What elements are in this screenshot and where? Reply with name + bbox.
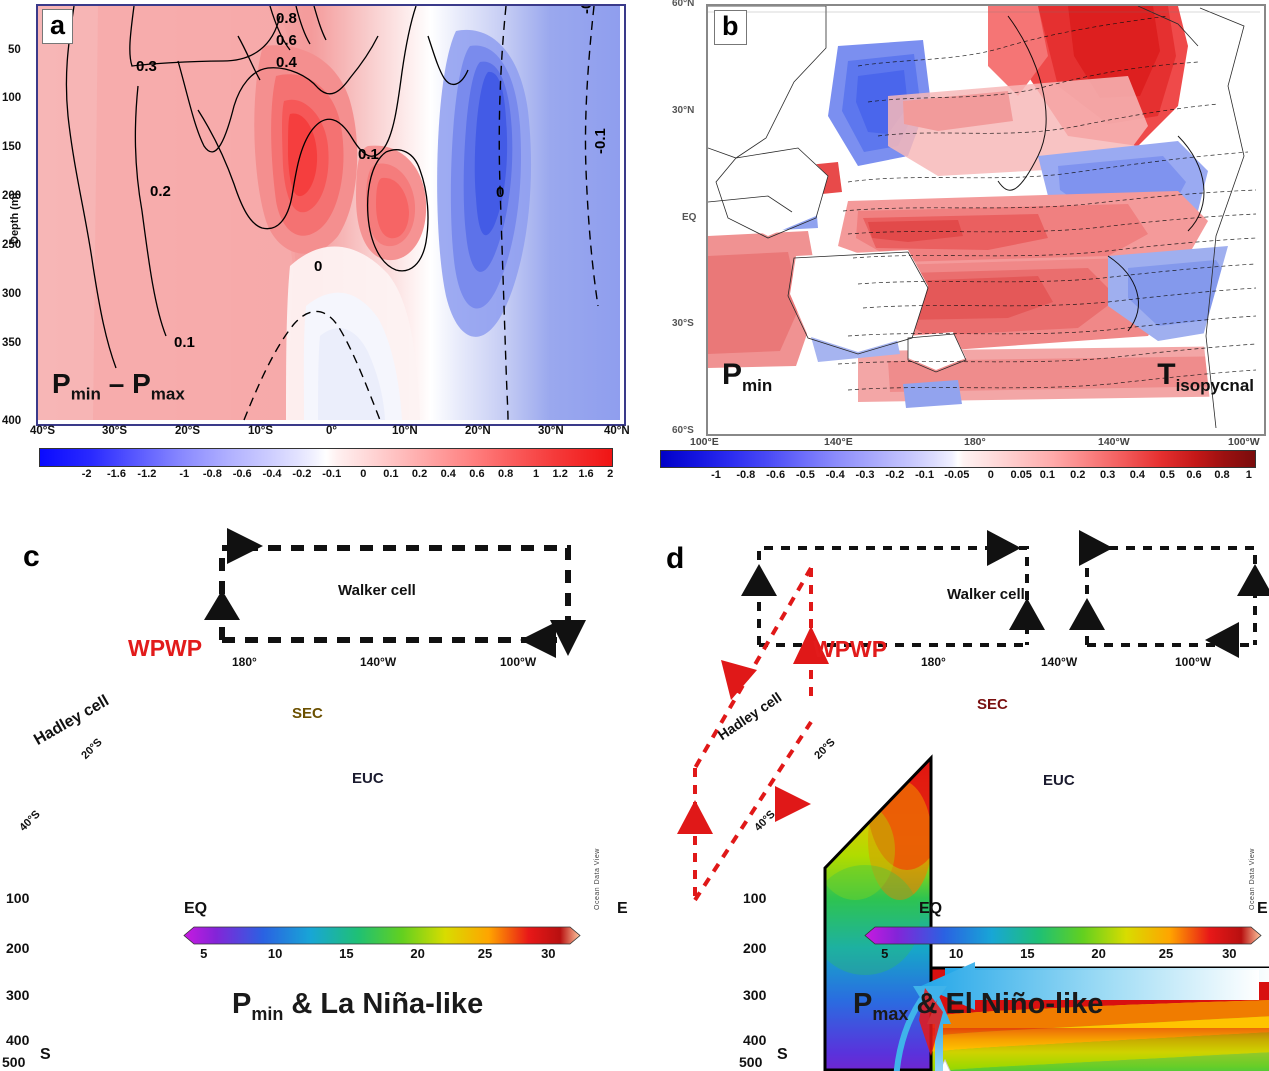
contour-label: 0.8 bbox=[276, 10, 297, 27]
sec-trade-wind-arrow-d bbox=[921, 962, 1259, 1010]
depth-label-300-c: 300 bbox=[6, 987, 30, 1003]
lon-label-100w-c: 100°W bbox=[500, 655, 537, 669]
panel-a-field bbox=[38, 6, 620, 421]
contour-label: 0.3 bbox=[136, 58, 157, 75]
odv-watermark-d: Ocean Data View bbox=[1249, 848, 1256, 910]
wpwp-red-arrow-d bbox=[919, 988, 943, 1056]
panel-d: d Walker cell Hadley cell WPWP SEC EUC 4… bbox=[635, 500, 1269, 1071]
depth-label-200-c: 200 bbox=[6, 940, 30, 956]
pmin-p: P bbox=[722, 358, 743, 391]
walker-cell-label-c: Walker cell bbox=[338, 582, 416, 599]
depth-label-100-c: 100 bbox=[6, 890, 30, 906]
contour-label: 0 bbox=[314, 258, 323, 275]
depth-label-400-d: 400 bbox=[743, 1032, 767, 1048]
panel-a-annotation: Pmin – Pmax bbox=[52, 368, 185, 405]
depth-label-200-d: 200 bbox=[743, 940, 767, 956]
panel-c-colorbar-ticks: 5 10 15 20 25 30 bbox=[200, 946, 556, 961]
lon-label-140w-c: 140°W bbox=[360, 655, 397, 669]
pmax-sub: max bbox=[150, 384, 185, 404]
depth-label-500-c: 500 bbox=[2, 1054, 26, 1070]
contour-label: 0.2 bbox=[150, 183, 171, 200]
pmax-p: P bbox=[853, 988, 873, 1020]
lon-label-100w-d: 100°W bbox=[1175, 655, 1212, 669]
pmin-sub: min bbox=[251, 1003, 284, 1024]
sec-label-c: SEC bbox=[292, 705, 323, 722]
wpwp-label-d: WPWP bbox=[813, 636, 888, 662]
panel-b-annotation-left: Pmin bbox=[722, 358, 772, 396]
walker-cell-label-d: Walker cell bbox=[947, 586, 1025, 603]
panel-b-annotation-right: Tisopycnal bbox=[1157, 358, 1254, 396]
walker-cell-arrowheads-d bbox=[741, 530, 1269, 658]
contour-label: -0.1 bbox=[592, 128, 609, 154]
walker-cell-arrowheads-c bbox=[204, 528, 586, 658]
eq-corner-label-d: EQ bbox=[919, 900, 943, 917]
panel-c-letter: c bbox=[23, 540, 40, 573]
panel-c-title-rest: & La Niña-like bbox=[291, 988, 484, 1020]
depth-label-100-d: 100 bbox=[743, 890, 767, 906]
contour-label: -0.2 bbox=[578, 6, 595, 14]
panel-b-colorbar: -1 -0.8 -0.6 -0.5 -0.4 -0.3 -0.2 -0.1 -0… bbox=[660, 450, 1256, 481]
panel-b-field bbox=[708, 6, 1260, 430]
lon-label-140w-d: 140°W bbox=[1041, 655, 1078, 669]
colorbar-gradient bbox=[660, 450, 1256, 468]
panel-a: 0.8 0.6 0.4 0.3 0.2 0.1 0.1 0 0 -0.2 -0.… bbox=[2, 4, 630, 437]
east-corner-label-c: E bbox=[617, 900, 628, 917]
panel-d-letter: d bbox=[666, 542, 685, 575]
pmin-p: P bbox=[52, 368, 71, 399]
panel-d-colorbar-ticks: 5 10 15 20 25 30 bbox=[881, 946, 1237, 961]
panel-a-letter: a bbox=[42, 9, 74, 44]
panel-c-temperature-colorbar: 5 10 15 20 25 30 bbox=[183, 926, 581, 961]
panel-d-title-rest: & El Niño-like bbox=[916, 988, 1104, 1020]
panel-a-plot: 0.8 0.6 0.4 0.3 0.2 0.1 0.1 0 0 -0.2 -0.… bbox=[36, 4, 626, 426]
panel-b: Pmin Tisopycnal b 60°N 30°N EQ 30°S 60°S… bbox=[672, 0, 1266, 448]
minus-sign: – bbox=[108, 368, 125, 399]
contour-label: 0.4 bbox=[276, 54, 297, 71]
contour-label: 0.6 bbox=[276, 32, 297, 49]
hadley-cell-arrowheads-d bbox=[677, 626, 829, 834]
south-corner-label-d: S bbox=[777, 1046, 788, 1063]
pmax-sub: max bbox=[872, 1003, 909, 1024]
contour-label: 0 bbox=[496, 184, 505, 201]
equatorial-upwelling-shaft-d bbox=[935, 1010, 943, 1071]
panel-d-temperature-colorbar: 5 10 15 20 25 30 bbox=[864, 926, 1262, 961]
depth-label-500-d: 500 bbox=[739, 1054, 763, 1070]
euc-label-c: EUC bbox=[352, 770, 384, 787]
panel-c: c Walker cell Hadley cell WPWP SEC EUC 4… bbox=[0, 500, 634, 1070]
pmin-p: P bbox=[232, 988, 252, 1020]
panel-c-scene bbox=[204, 528, 586, 658]
south-corner-label-c: S bbox=[40, 1046, 51, 1063]
pmax-p: P bbox=[132, 368, 151, 399]
panel-b-letter: b bbox=[714, 10, 747, 45]
east-corner-label-d: E bbox=[1257, 900, 1268, 917]
t-symbol: T bbox=[1157, 358, 1176, 391]
panel-a-colorbar-ticks: -2 -1.6 -1.2 -1 -0.8 -0.6 -0.4 -0.2 -0.1… bbox=[81, 468, 614, 480]
pmin-sub: min bbox=[70, 384, 101, 404]
lon-label-180-d: 180° bbox=[921, 655, 946, 669]
euc-label-d: EUC bbox=[1043, 772, 1075, 789]
subduction-loop-d bbox=[893, 997, 924, 1071]
contour-label: 0.1 bbox=[358, 146, 379, 163]
depth-label-400-c: 400 bbox=[6, 1032, 30, 1048]
panel-b-colorbar-ticks: -1 -0.8 -0.6 -0.5 -0.4 -0.3 -0.2 -0.1 -0… bbox=[711, 469, 1252, 481]
isopycnal-sub: isopycnal bbox=[1175, 376, 1254, 395]
panel-d-scene bbox=[677, 530, 1269, 1071]
contour-label: 0.1 bbox=[174, 334, 195, 351]
panel-c-title: Pmin & La Niña-like bbox=[232, 988, 483, 1025]
wpwp-label-c: WPWP bbox=[128, 635, 203, 661]
panel-b-plot: Pmin Tisopycnal bbox=[706, 4, 1266, 436]
panel-d-title: Pmax & El Niño-like bbox=[853, 988, 1103, 1025]
hadley-cell-loop-d bbox=[693, 566, 813, 902]
panel-a-colorbar: -2 -1.6 -1.2 -1 -0.8 -0.6 -0.4 -0.2 -0.1… bbox=[39, 448, 613, 480]
pmin-sub: min bbox=[742, 376, 773, 395]
odv-watermark-c: Ocean Data View bbox=[594, 848, 601, 910]
lon-label-180-c: 180° bbox=[232, 655, 257, 669]
depth-label-300-d: 300 bbox=[743, 987, 767, 1003]
eq-corner-label-c: EQ bbox=[184, 900, 208, 917]
colorbar-gradient bbox=[39, 448, 613, 467]
sec-label-d: SEC bbox=[977, 696, 1008, 713]
